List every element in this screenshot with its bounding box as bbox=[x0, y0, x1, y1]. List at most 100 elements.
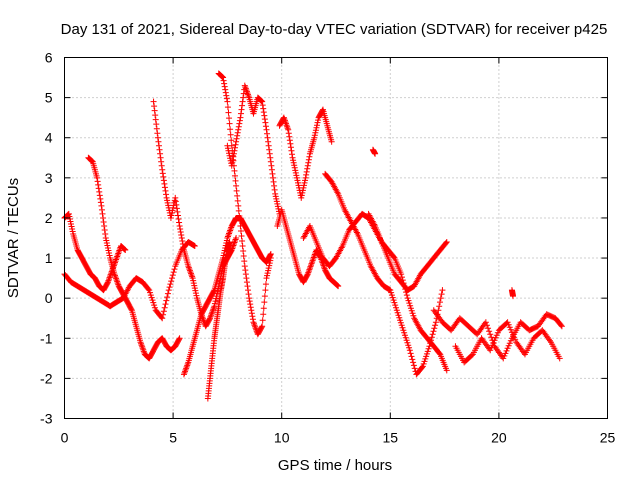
data-point-interp bbox=[260, 305, 267, 312]
data-point-interp bbox=[259, 317, 266, 324]
data-point-interp bbox=[95, 185, 102, 192]
data-point-interp bbox=[427, 340, 434, 347]
data-point-interp bbox=[269, 170, 276, 177]
data-point-interp bbox=[274, 200, 281, 207]
data-point-interp bbox=[265, 142, 272, 149]
data-point-interp bbox=[442, 240, 449, 247]
data-point bbox=[98, 202, 105, 209]
data-point-interp bbox=[169, 209, 176, 216]
data-point-interp bbox=[271, 186, 278, 193]
data-point bbox=[237, 222, 244, 229]
data-point-interp bbox=[429, 331, 436, 338]
data-point bbox=[159, 315, 166, 322]
data-point-interp bbox=[266, 146, 273, 153]
data-point bbox=[189, 275, 196, 282]
data-point-interp bbox=[179, 241, 186, 248]
data-point-interp bbox=[422, 355, 429, 362]
data-point-interp bbox=[152, 112, 159, 119]
data-point-interp bbox=[262, 287, 269, 294]
data-point bbox=[558, 323, 565, 330]
data-point-interp bbox=[161, 180, 168, 187]
data-point-interp bbox=[103, 237, 110, 244]
data-point-interp bbox=[505, 321, 512, 328]
x-tick-label: 5 bbox=[169, 430, 177, 446]
data-point-interp bbox=[243, 275, 250, 282]
data-point bbox=[224, 98, 231, 105]
data-point-interp bbox=[334, 282, 341, 289]
data-point-interp bbox=[157, 154, 164, 161]
data-point-interp bbox=[161, 184, 168, 191]
x-tick-label: 25 bbox=[600, 430, 616, 446]
data-point-interp bbox=[176, 219, 183, 226]
data-point bbox=[259, 98, 266, 105]
data-point-interp bbox=[301, 179, 308, 186]
data-point bbox=[176, 335, 183, 342]
data-point-interp bbox=[287, 144, 294, 151]
data-point-interp bbox=[404, 339, 411, 346]
series-sat-g bbox=[215, 70, 274, 338]
series-sat-q bbox=[508, 287, 517, 300]
data-point-interp bbox=[190, 280, 197, 287]
data-point-interp bbox=[235, 126, 242, 133]
data-point-interp bbox=[420, 360, 427, 367]
data-point-interp bbox=[106, 252, 113, 259]
data-point-interp bbox=[274, 203, 281, 210]
data-point-interp bbox=[244, 283, 251, 290]
data-point-interp bbox=[421, 358, 428, 365]
data-point-interp bbox=[154, 130, 161, 137]
data-point-interp bbox=[403, 337, 410, 344]
data-point-interp bbox=[294, 179, 301, 186]
data-point bbox=[393, 307, 400, 314]
data-point-interp bbox=[237, 227, 244, 234]
data-point-interp bbox=[231, 167, 238, 174]
data-point-interp bbox=[155, 142, 162, 149]
data-point-interp bbox=[121, 246, 128, 253]
data-point-interp bbox=[221, 80, 228, 87]
data-point bbox=[94, 174, 101, 181]
y-tick-label: 0 bbox=[45, 290, 53, 306]
data-point-interp bbox=[428, 334, 435, 341]
data-point-interp bbox=[147, 289, 154, 296]
data-point-interp bbox=[558, 322, 565, 329]
data-point-interp bbox=[222, 86, 229, 93]
data-point-interp bbox=[229, 159, 236, 166]
y-tick-label: -3 bbox=[40, 411, 53, 427]
data-point-interp bbox=[232, 177, 239, 184]
data-point-interp bbox=[258, 324, 265, 331]
data-point-interp bbox=[176, 336, 183, 343]
data-point-interp bbox=[164, 197, 171, 204]
data-point-interp bbox=[220, 77, 227, 84]
data-point-interp bbox=[264, 270, 271, 277]
data-point-interp bbox=[403, 292, 410, 299]
data-point-interp bbox=[397, 319, 404, 326]
data-point-interp bbox=[292, 167, 299, 174]
data-point-interp bbox=[106, 250, 113, 257]
data-point bbox=[176, 222, 183, 229]
data-point-interp bbox=[235, 207, 242, 214]
series-sat-i bbox=[276, 106, 335, 201]
series-sat-b bbox=[61, 210, 129, 294]
data-point-interp bbox=[153, 125, 160, 132]
data-point-interp bbox=[240, 253, 247, 260]
data-point-interp bbox=[148, 294, 155, 301]
data-point-interp bbox=[261, 116, 268, 123]
data-point-interp bbox=[228, 137, 235, 144]
data-point bbox=[289, 154, 296, 161]
data-point-interp bbox=[234, 197, 241, 204]
data-point-interp bbox=[259, 102, 266, 109]
data-point-interp bbox=[423, 353, 430, 360]
data-point bbox=[500, 355, 507, 362]
data-point-interp bbox=[295, 182, 302, 189]
data-point-interp bbox=[506, 324, 513, 331]
data-point-interp bbox=[489, 342, 496, 349]
data-point-interp bbox=[191, 285, 198, 292]
data-point-interp bbox=[226, 120, 233, 127]
data-point-interp bbox=[249, 313, 256, 320]
data-point-interp bbox=[99, 210, 106, 217]
data-point-interp bbox=[163, 191, 170, 198]
data-point-interp bbox=[175, 215, 182, 222]
data-point-interp bbox=[402, 334, 409, 341]
data-point-interp bbox=[221, 83, 228, 90]
series-sat-o bbox=[430, 307, 565, 362]
data-point-interp bbox=[164, 294, 171, 301]
